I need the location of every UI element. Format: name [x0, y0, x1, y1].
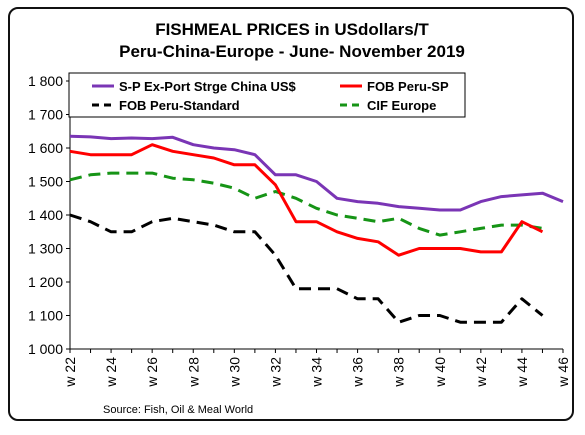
chart-title: FISHMEAL PRICES in USdollars/T: [155, 20, 429, 39]
y-tick-label: 1 400: [28, 207, 63, 223]
x-tick-label: w 34: [309, 357, 325, 388]
x-tick-label: w 24: [103, 357, 119, 388]
legend-label-2: FOB Peru-Standard: [119, 98, 240, 113]
x-tick-label: w 30: [226, 357, 242, 388]
series-line-3: [69, 171, 543, 237]
series-line-1: [69, 143, 544, 257]
y-tick-label: 1 300: [28, 241, 63, 257]
legend-label-0: S-P Ex-Port Strge China US$: [119, 79, 297, 94]
y-tick-label: 1 600: [28, 140, 63, 156]
chart-frame: [8, 7, 574, 421]
y-tick-label: 1 500: [28, 174, 63, 190]
y-tick-label: 1 100: [28, 308, 63, 324]
chart-subtitle: Peru-China-Europe - June- November 2019: [119, 42, 465, 61]
legend-label-3: CIF Europe: [367, 98, 436, 113]
x-tick-label: w 40: [432, 357, 448, 388]
legend: S-P Ex-Port Strge China US$ FOB Peru-SP FO…: [92, 79, 449, 113]
x-tick-label: w 42: [473, 357, 489, 388]
x-tick-label: w 38: [391, 357, 407, 388]
y-tick-label: 1 000: [28, 341, 63, 357]
x-tick-label: w 36: [350, 357, 366, 388]
series-line-2: [69, 213, 544, 324]
y-tick-label: 1 800: [28, 73, 63, 89]
axes: 1 000 1 100 1 200 1 300 1 400 1 500 1 600 1 700…: [28, 73, 571, 388]
source-note: Source: Fish, Oil & Meal World: [103, 404, 253, 416]
series-line-0: [69, 134, 564, 212]
x-tick-label: w 26: [144, 357, 160, 388]
series-layer: [69, 134, 564, 324]
x-tick-label: w 22: [62, 357, 78, 388]
legend-box: [68, 72, 466, 118]
legend-label-1: FOB Peru-SP: [367, 79, 449, 94]
y-tick-label: 1 200: [28, 274, 63, 290]
x-tick-label: w 28: [185, 357, 201, 388]
y-tick-label: 1 700: [28, 107, 63, 123]
x-tick-label: w 44: [514, 357, 530, 388]
x-tick-label: w 46: [555, 357, 571, 388]
x-tick-label: w 32: [267, 357, 283, 388]
